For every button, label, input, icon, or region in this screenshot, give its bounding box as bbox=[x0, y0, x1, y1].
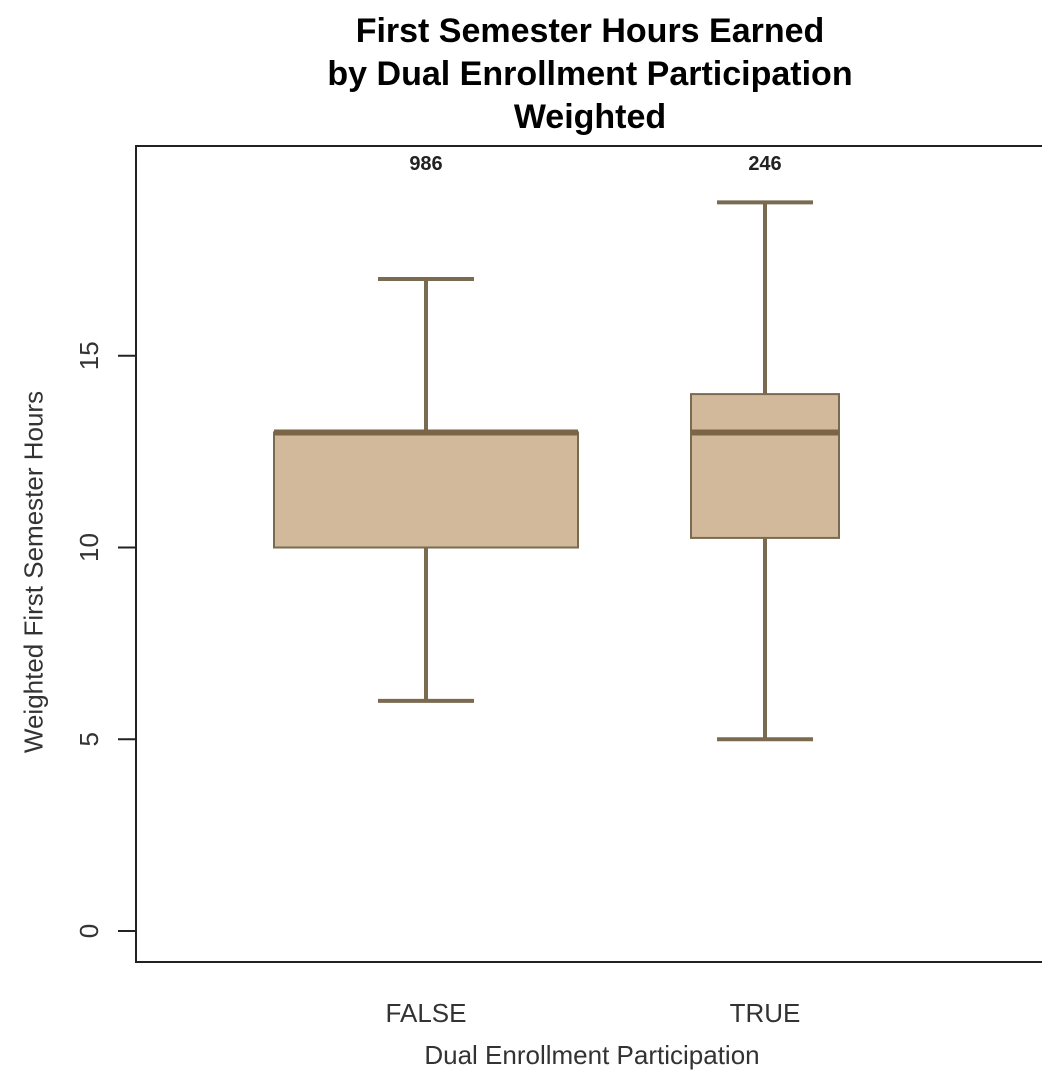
y-axis-label: Weighted First Semester Hours bbox=[18, 390, 49, 754]
box-false bbox=[273, 431, 579, 549]
x-tick-label-false: FALSE bbox=[386, 998, 467, 1028]
chart-title-line-1: First Semester Hours Earned bbox=[355, 12, 825, 50]
box-true bbox=[690, 393, 840, 539]
chart-title-line-2: by Dual Enrollment Participation bbox=[327, 55, 853, 93]
y-tick-label-15: 15 bbox=[74, 341, 104, 370]
chart-title: First Semester Hours Earned by Dual Enro… bbox=[0, 10, 1042, 139]
count-label-false: 986 bbox=[409, 153, 442, 175]
chart-title-line-3: Weighted bbox=[513, 98, 667, 136]
y-tick-label-0: 0 bbox=[74, 924, 104, 938]
x-axis-label: Dual Enrollment Participation bbox=[424, 1040, 760, 1070]
y-tick-label-5: 5 bbox=[74, 732, 104, 746]
count-label-true: 246 bbox=[748, 153, 781, 175]
x-tick-label-true: TRUE bbox=[730, 998, 801, 1028]
plot-frame bbox=[135, 145, 1042, 963]
y-tick-label-10: 10 bbox=[74, 533, 104, 562]
